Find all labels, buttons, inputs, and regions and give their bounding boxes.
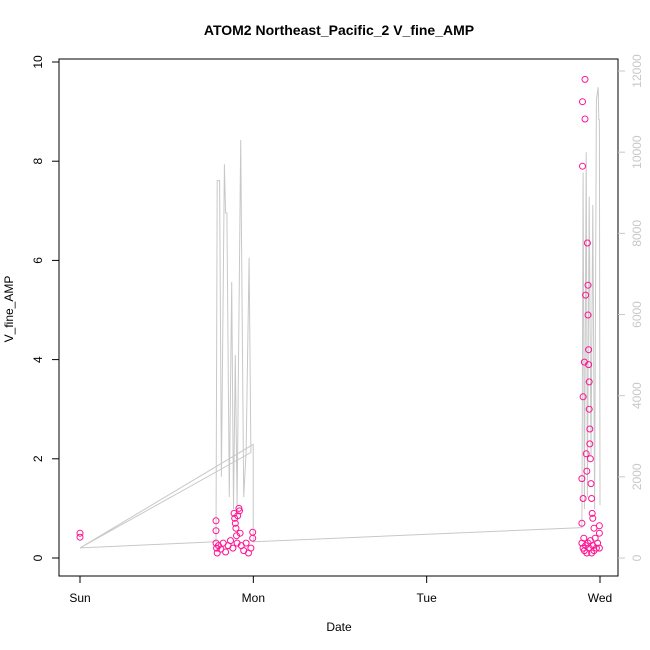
data-point [588,509,596,517]
y2-tick-label: 6000 [630,301,644,328]
data-point [579,162,586,170]
data-point [583,239,591,247]
data-point [582,291,590,299]
y-tick-label: 2 [31,455,45,462]
data-point [588,495,596,502]
data-point [234,512,242,520]
y-tick-label: 4 [31,356,45,363]
axes-layer: Sun Mon Tue Wed 0 2 4 6 8 10 0 2000 4000 6000 8000 1000… [31,54,644,605]
data-point [586,440,594,448]
data-point [76,529,84,537]
data-point [581,115,589,123]
data-point [584,311,592,319]
y-tick-label: 0 [31,554,45,561]
data-point [212,527,220,535]
data-point [579,495,587,502]
y-axis-label: V_fine_AMP [2,276,16,343]
data-point [595,522,603,530]
points-layer [76,75,603,557]
y-tick-label: 6 [31,257,45,264]
y2-tick-label: 10000 [630,135,644,169]
data-point [212,517,220,525]
data-point [592,544,600,552]
data-point [582,450,590,458]
data-point [583,467,591,475]
data-point [595,544,603,552]
data-point [222,548,230,556]
data-point [579,98,586,106]
data-point [236,529,244,537]
data-point [76,533,84,541]
data-point [588,549,596,557]
y2-tick-label: 0 [630,554,644,561]
data-point [578,475,586,483]
data-point [586,425,594,433]
data-point [229,544,237,552]
y-tick-label: 8 [31,158,45,165]
data-point [247,544,255,552]
data-point [227,537,234,545]
data-point [578,519,586,527]
data-point [581,75,589,83]
secondary-line-layer [79,87,601,549]
data-point [232,524,240,532]
y-tick-label: 10 [31,55,45,69]
plot-frame [58,58,619,577]
x-tick-label: Mon [242,591,265,605]
secondary-series-line [79,87,601,549]
data-point [249,534,257,542]
data-point [242,539,250,547]
data-point [213,549,221,557]
x-tick-label: Tue [417,591,438,605]
data-point [585,405,593,413]
data-point [585,346,593,354]
y2-tick-label: 12000 [630,54,644,88]
data-point [231,519,239,527]
data-point [584,281,592,289]
data-point [595,529,603,537]
x-tick-label: Sun [69,591,90,605]
data-point [585,378,593,386]
data-point [586,455,594,463]
data-point [589,514,597,522]
data-point [585,361,593,369]
y2-tick-label: 8000 [630,220,644,247]
y2-tick-label: 2000 [630,463,644,490]
x-axis-label: Date [326,620,352,634]
data-point [236,507,243,515]
chart-title: ATOM2 Northeast_Pacific_2 V_fine_AMP [204,22,474,38]
y2-tick-label: 4000 [630,382,644,409]
data-point [579,393,587,401]
x-tick-label: Wed [588,591,612,605]
data-point [587,480,595,488]
